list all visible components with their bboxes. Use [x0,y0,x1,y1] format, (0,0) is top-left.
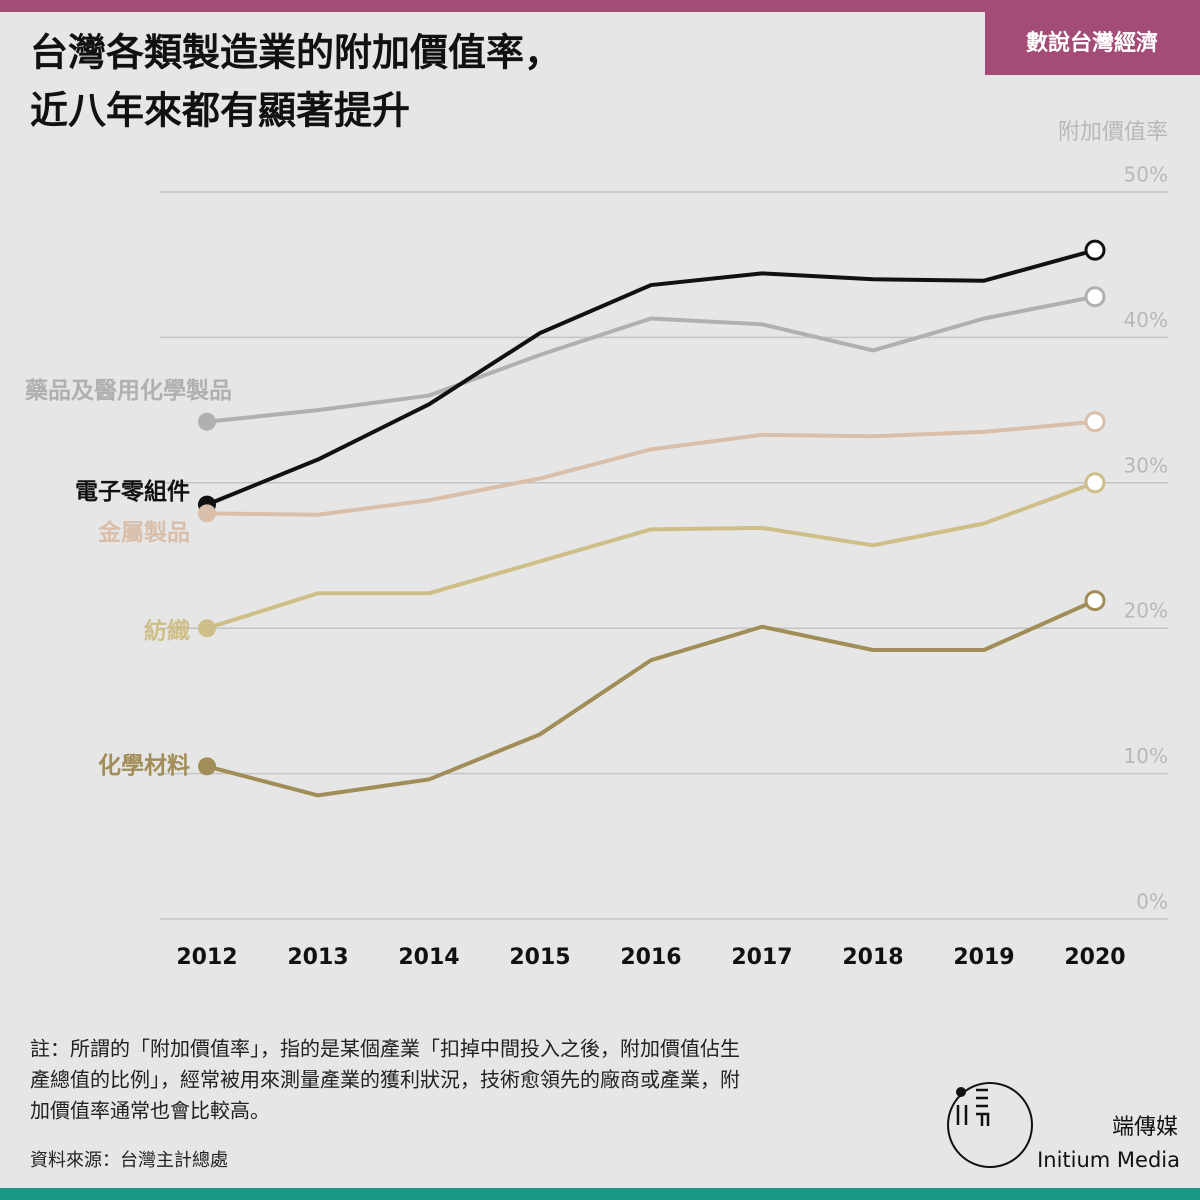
y-tick-label: 10% [1124,744,1168,768]
series-label: 電子零組件 [75,478,190,505]
logo-glyph [956,1088,990,1126]
start-point [198,504,216,523]
end-point [1084,590,1106,612]
note: 註：所謂的「附加價值率」，指的是某個產業「扣掉中間投入之後，附加價值佔生 [30,1037,740,1061]
start-point [198,619,216,638]
logo-dot [956,1087,966,1097]
x-tick-label: 2015 [509,945,570,970]
series-label: 化學材料 [98,752,190,779]
note: 產總值的比例」，經常被用來測量產業的獲利狀況，技術愈領先的廠商或產業，附 [30,1068,740,1092]
brand: 數說台灣經濟 [1026,30,1158,56]
source: 資料來源：台灣主計總處 [30,1150,228,1171]
x-tick-label: 2019 [953,945,1014,970]
y-tick-label: 50% [1124,163,1168,187]
logo-circle [947,1082,1033,1168]
series-line [206,480,1096,631]
x-tick-label: 2020 [1064,945,1125,970]
end-point [1084,472,1106,494]
series-label: 紡織 [144,618,190,645]
y-tick-label: 0% [1136,890,1168,914]
x-tick-label: 2013 [287,945,348,970]
series-line [206,598,1096,798]
end-point [1084,239,1106,261]
series-label: 金屬製品 [97,519,190,546]
brand-box [985,12,1200,75]
top-bar [0,0,1200,12]
y-tick-label: 40% [1124,308,1168,332]
y-tick-label: 30% [1124,453,1168,477]
publisher: 端傳媒 [1112,1115,1178,1140]
note: 加價值率通常也會比較高。 [30,1099,270,1123]
y-axis-label: 附加價值率 [1058,120,1168,145]
start-point [198,412,216,431]
series-line [206,294,1096,424]
x-tick-label: 2018 [842,945,903,970]
y-tick-label: 20% [1124,599,1168,623]
end-point [1084,411,1106,433]
bottom-bar [0,1188,1200,1200]
start-point [198,757,216,776]
series-line [206,248,1096,507]
x-tick-label: 2014 [398,945,459,970]
x-tick-label: 2017 [731,945,792,970]
x-tick-label: 2012 [176,945,237,970]
series-line [206,419,1096,517]
end-point [1084,286,1106,308]
x-tick-label: 2016 [620,945,681,970]
publisher: Initium Media [1037,1148,1180,1172]
chart-title: 近八年來都有顯著提升 [30,89,410,133]
chart-title: 台灣各類製造業的附加價值率， [30,31,562,75]
series-label: 藥品及醫用化學製品 [24,377,232,404]
